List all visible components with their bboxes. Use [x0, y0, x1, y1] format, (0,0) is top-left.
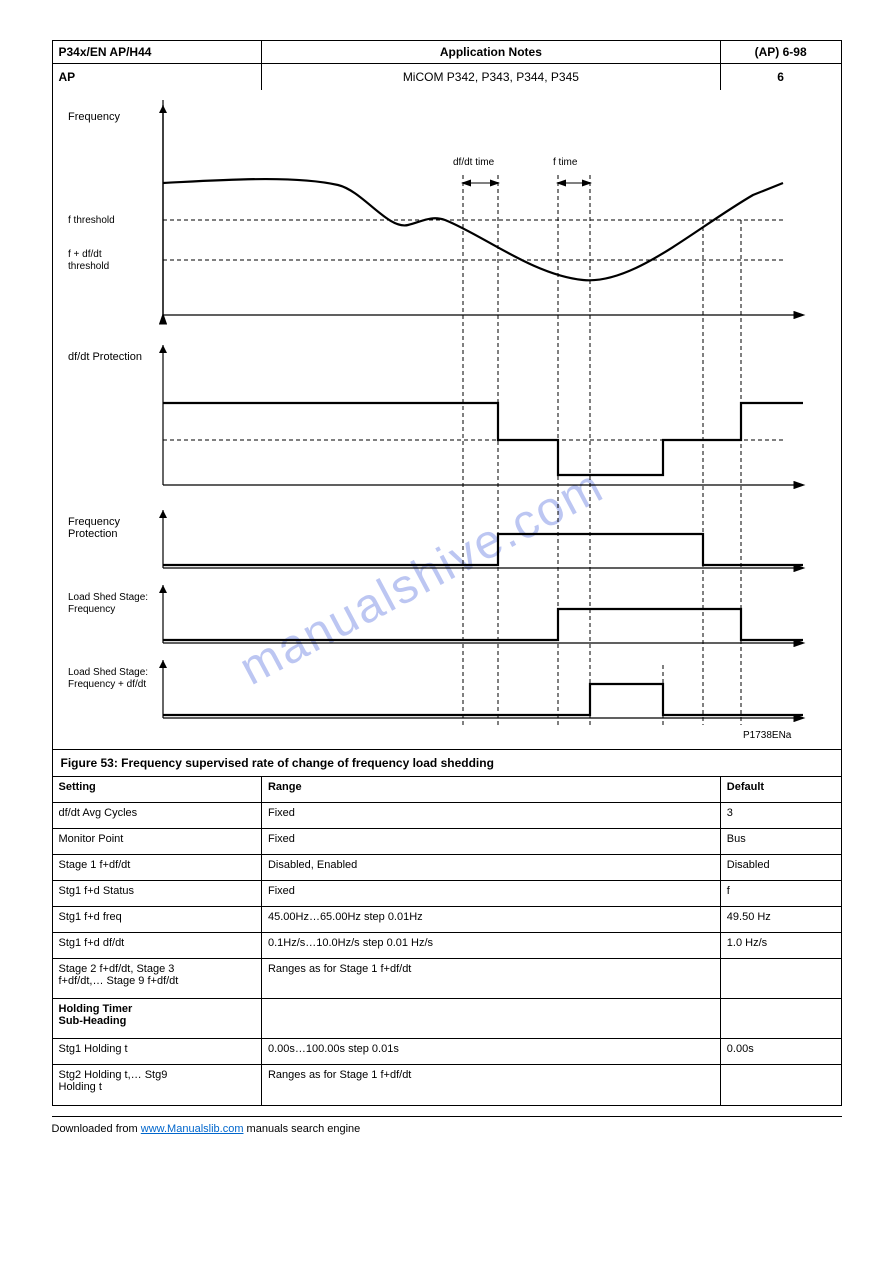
panel-dfdt: df/dt Protection: [68, 345, 803, 485]
table-row: Stg1 f+d Status Fixed f: [53, 881, 841, 907]
panel-fprot: Frequency Protection: [68, 510, 803, 568]
subheader-left: AP: [53, 64, 262, 90]
table-row: Stg1 Holding t 0.00s…100.00s step 0.01s …: [53, 1039, 841, 1065]
th-default: Default: [721, 777, 841, 802]
subheader-center: MiCOM P342, P343, P344, P345: [262, 64, 721, 90]
svg-text:df/dt Protection: df/dt Protection: [68, 351, 142, 363]
subheader-row: AP MiCOM P342, P343, P344, P345 6: [53, 64, 841, 90]
svg-text:Load Shed Stage:: Load Shed Stage:: [68, 592, 148, 603]
page-container: P34x/EN AP/H44 Application Notes (AP) 6-…: [52, 40, 842, 1106]
timing-diagram: Frequency f threshold f + df/dt threshol…: [53, 90, 841, 750]
footer-link[interactable]: www.Manualslib.com: [141, 1123, 244, 1135]
panel-frequency: Frequency f threshold f + df/dt threshol…: [68, 97, 803, 725]
svg-text:f + df/dt: f + df/dt: [68, 249, 102, 260]
svg-text:Frequency: Frequency: [68, 111, 120, 123]
table-row: Stage 1 f+df/dt Disabled, Enabled Disabl…: [53, 855, 841, 881]
header-right: (AP) 6-98: [721, 41, 841, 63]
svg-text:Protection: Protection: [68, 528, 118, 540]
diagram-svg: Frequency f threshold f + df/dt threshol…: [53, 90, 843, 750]
header-left: P34x/EN AP/H44: [53, 41, 262, 63]
footer-left: Downloaded from www.Manualslib.com manua…: [52, 1123, 361, 1135]
svg-text:Frequency: Frequency: [68, 516, 120, 528]
svg-text:Load Shed Stage:: Load Shed Stage:: [68, 667, 148, 678]
table-row: df/dt Avg Cycles Fixed 3: [53, 803, 841, 829]
svg-text:f threshold: f threshold: [68, 215, 115, 226]
header-row: P34x/EN AP/H44 Application Notes (AP) 6-…: [53, 41, 841, 64]
footer: Downloaded from www.Manualslib.com manua…: [52, 1116, 842, 1135]
th-range: Range: [262, 777, 721, 802]
subheader-center-line2: MiCOM P342, P343, P344, P345: [268, 70, 714, 84]
svg-text:df/dt time: df/dt time: [453, 157, 495, 168]
figure-caption: Figure 53: Frequency supervised rate of …: [53, 750, 841, 777]
table-row: Holding Timer Sub-Heading: [53, 999, 841, 1039]
settings-table-header: Setting Range Default: [53, 777, 841, 803]
figure-ref: P1738ENa: [743, 730, 792, 741]
table-row: Stage 2 f+df/dt, Stage 3 f+df/dt,… Stage…: [53, 959, 841, 999]
table-row: Stg1 f+d df/dt 0.1Hz/s…10.0Hz/s step 0.0…: [53, 933, 841, 959]
svg-text:Frequency: Frequency: [68, 604, 115, 615]
panel-shed-freq-dfdt: Load Shed Stage: Frequency + df/dt: [68, 660, 803, 718]
svg-text:threshold: threshold: [68, 261, 109, 272]
table-row: Stg1 f+d freq 45.00Hz…65.00Hz step 0.01H…: [53, 907, 841, 933]
header-center: Application Notes: [262, 41, 721, 63]
th-setting: Setting: [53, 777, 262, 802]
table-row: Monitor Point Fixed Bus: [53, 829, 841, 855]
panel-shed-freq: Load Shed Stage: Frequency: [68, 585, 803, 643]
subheader-right: 6: [721, 64, 841, 90]
table-row: Stg2 Holding t,… Stg9 Holding t Ranges a…: [53, 1065, 841, 1105]
svg-text:f time: f time: [553, 157, 578, 168]
svg-text:Frequency + df/dt: Frequency + df/dt: [68, 679, 146, 690]
